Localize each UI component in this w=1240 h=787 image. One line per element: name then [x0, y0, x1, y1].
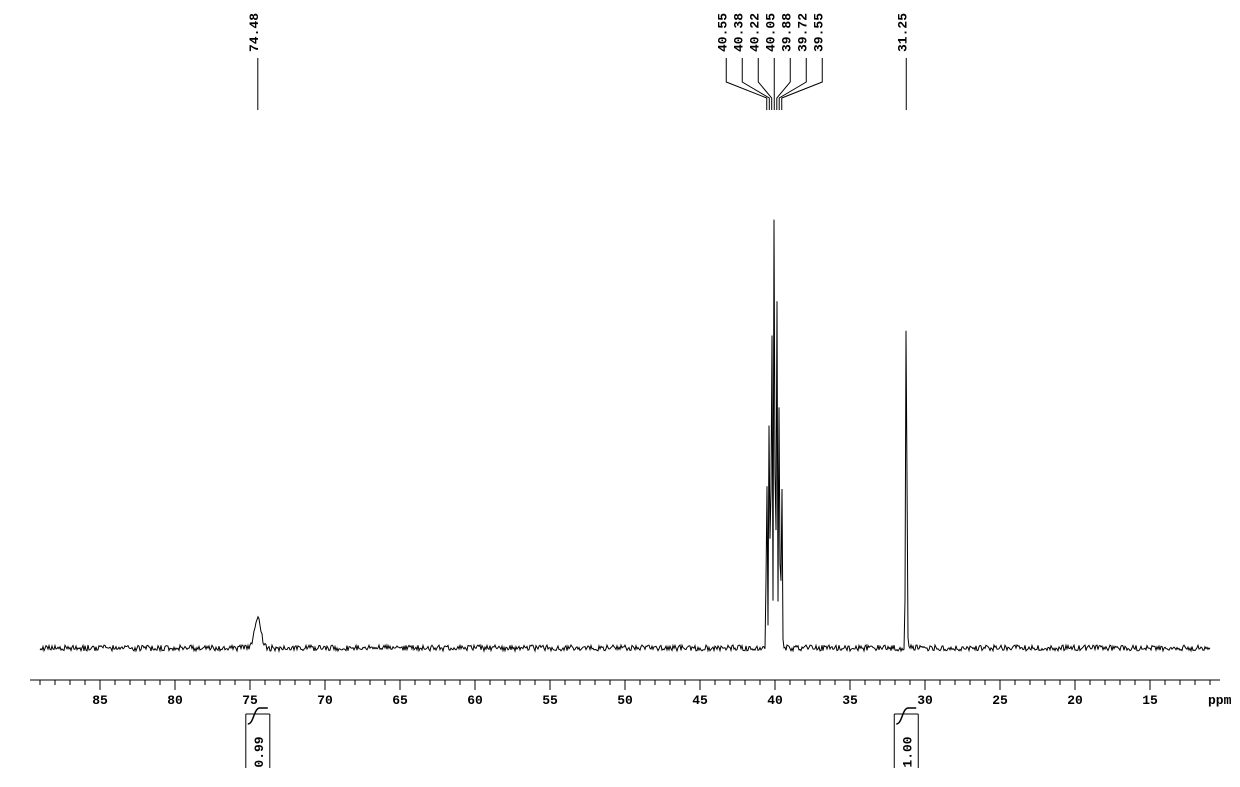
xaxis-unit: ppm	[1208, 693, 1232, 708]
xaxis-tick-label: 85	[92, 693, 108, 708]
integral-value: 0.99	[252, 736, 267, 767]
xaxis-tick-label: 60	[467, 693, 483, 708]
peak-label: 31.25	[895, 13, 910, 52]
integral-value: 1.00	[900, 736, 915, 767]
xaxis-tick-label: 45	[692, 693, 708, 708]
xaxis-tick-label: 70	[317, 693, 333, 708]
xaxis-tick-label: 40	[767, 693, 783, 708]
xaxis-tick-label: 35	[842, 693, 858, 708]
peak-label: 39.88	[779, 13, 794, 52]
xaxis-tick-label: 25	[992, 693, 1008, 708]
peak-label: 40.38	[731, 13, 746, 52]
peak-label: 39.55	[811, 13, 826, 52]
xaxis-tick-label: 80	[167, 693, 183, 708]
xaxis-tick-label: 65	[392, 693, 408, 708]
xaxis-tick-label: 15	[1142, 693, 1158, 708]
xaxis-tick-label: 55	[542, 693, 558, 708]
spectrum-canvas: 85 80 75 70 65 60 55 50 45 40 35 30 25 20 15 ppm 74.48 31…	[20, 10, 1240, 787]
xaxis-tick-label: 30	[917, 693, 933, 708]
xaxis-tick-label: 20	[1067, 693, 1083, 708]
peak-label: 39.72	[795, 13, 810, 52]
nmr-spectrum-plot: 858075706560555045403530252015ppm74.4831…	[20, 10, 1220, 710]
peak-label: 74.48	[247, 13, 262, 52]
xaxis-tick-label: 75	[242, 693, 258, 708]
peak-label: 40.22	[747, 13, 762, 52]
xaxis-tick-label: 50	[617, 693, 633, 708]
peak-label: 40.55	[715, 13, 730, 52]
peak-label: 40.05	[763, 13, 778, 52]
